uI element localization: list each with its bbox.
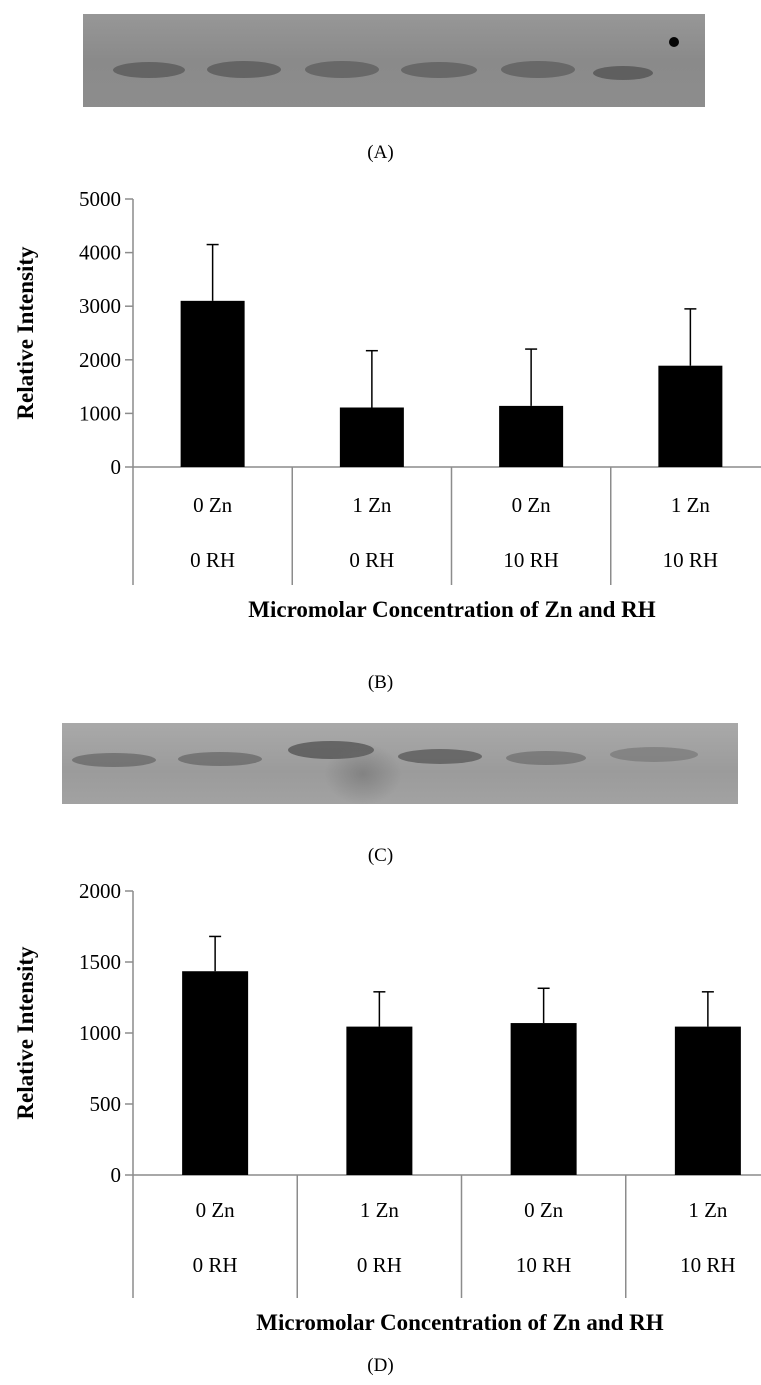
blot-band bbox=[113, 62, 185, 78]
x-category-label: 10 RH bbox=[680, 1253, 735, 1277]
panel-label-d: (D) bbox=[367, 1355, 394, 1376]
blot-band bbox=[506, 751, 586, 765]
blot-band bbox=[207, 61, 281, 78]
blot-band bbox=[305, 61, 379, 78]
x-category-label: 0 Zn bbox=[512, 493, 552, 517]
blot-band bbox=[72, 753, 156, 767]
blot-speck bbox=[669, 37, 679, 47]
x-category-label: 0 RH bbox=[357, 1253, 402, 1277]
x-category-label: 1 Zn bbox=[688, 1198, 728, 1222]
bar bbox=[658, 365, 723, 467]
bar bbox=[510, 1023, 577, 1175]
bar bbox=[180, 300, 245, 467]
y-tick-label: 0 bbox=[111, 455, 122, 479]
y-axis-title: Relative Intensity bbox=[13, 946, 38, 1120]
x-category-label: 0 RH bbox=[349, 548, 394, 572]
y-tick-label: 2000 bbox=[79, 348, 121, 372]
bar bbox=[339, 407, 404, 467]
x-axis-title: Micromolar Concentration of Zn and RH bbox=[256, 1310, 663, 1335]
y-tick-label: 4000 bbox=[79, 241, 121, 265]
x-category-label: 0 RH bbox=[190, 548, 235, 572]
blot-smudge bbox=[324, 743, 402, 804]
panel-label-b: (B) bbox=[367, 672, 394, 693]
y-tick-label: 3000 bbox=[79, 294, 121, 318]
x-category-label: 10 RH bbox=[503, 548, 558, 572]
x-category-label: 1 Zn bbox=[352, 493, 392, 517]
x-category-label: 0 Zn bbox=[193, 493, 233, 517]
x-category-label: 0 Zn bbox=[524, 1198, 564, 1222]
x-category-label: 0 RH bbox=[193, 1253, 238, 1277]
y-tick-label: 500 bbox=[90, 1092, 122, 1116]
blot-band bbox=[593, 66, 653, 80]
bar bbox=[182, 971, 249, 1175]
bar bbox=[499, 405, 564, 467]
blot-band bbox=[178, 752, 262, 766]
y-tick-label: 2000 bbox=[79, 880, 121, 903]
y-tick-label: 1000 bbox=[79, 1021, 121, 1045]
y-tick-label: 0 bbox=[111, 1163, 122, 1187]
bar-chart-d: 0 500 1000 1500 2000 0 Zn 0 RH 1 Zn 0 RH 0 Zn 10 R… bbox=[13, 880, 761, 1335]
western-blot-image-c bbox=[62, 723, 738, 804]
y-axis-title: Relative Intensity bbox=[13, 246, 38, 420]
y-tick-label: 1000 bbox=[79, 401, 121, 425]
blot-band bbox=[401, 62, 477, 78]
x-category-label: 0 Zn bbox=[196, 1198, 236, 1222]
western-blot-image-a bbox=[83, 14, 705, 107]
x-axis-title: Micromolar Concentration of Zn and RH bbox=[248, 597, 655, 622]
blot-band bbox=[398, 749, 482, 764]
x-category-label: 10 RH bbox=[663, 548, 718, 572]
x-category-label: 1 Zn bbox=[360, 1198, 400, 1222]
panel-label-c: (C) bbox=[367, 845, 394, 866]
x-category-label: 10 RH bbox=[516, 1253, 571, 1277]
bar-chart-b: 0 1000 2000 3000 4000 5000 0 Zn 0 RH 1 Zn 0 RH 0 Z… bbox=[13, 187, 761, 622]
blot-band bbox=[610, 747, 698, 762]
bar bbox=[346, 1026, 413, 1175]
y-tick-label: 5000 bbox=[79, 187, 121, 211]
x-category-label: 1 Zn bbox=[671, 493, 711, 517]
blot-band bbox=[501, 61, 575, 78]
y-tick-label: 1500 bbox=[79, 950, 121, 974]
bar bbox=[674, 1026, 741, 1175]
panel-label-a: (A) bbox=[367, 142, 394, 163]
